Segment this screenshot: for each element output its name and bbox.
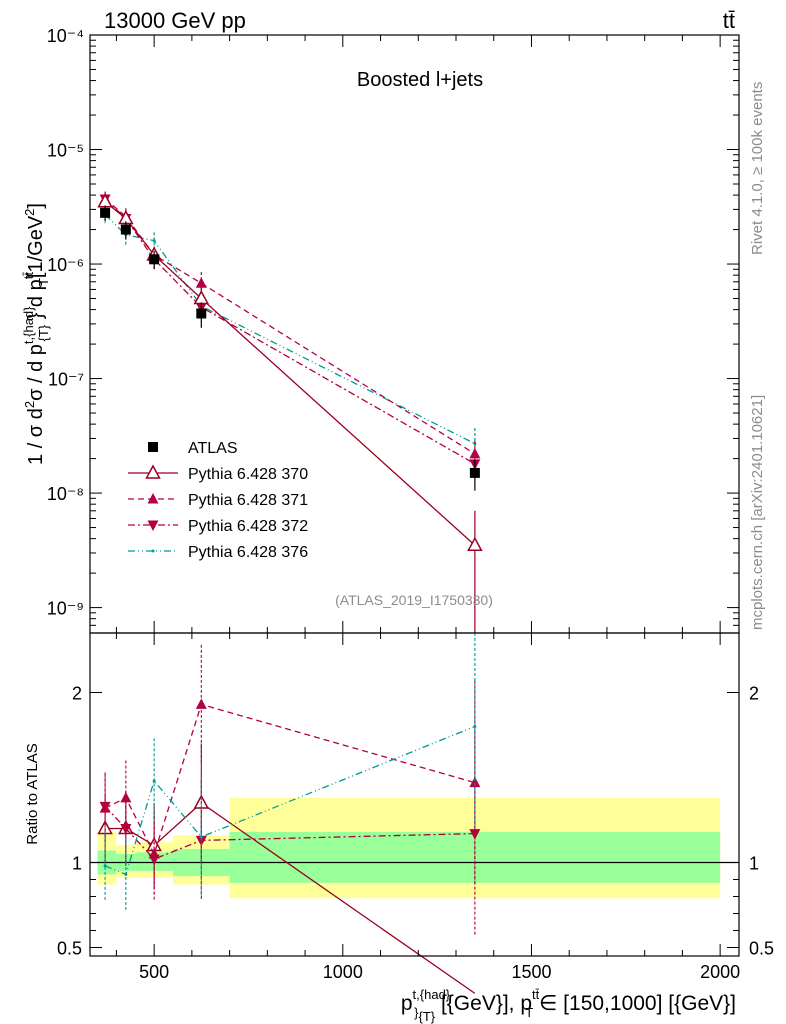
ratio-ytick-label-left: 1 (72, 854, 82, 874)
x-tick-label: 2000 (700, 962, 740, 982)
main-ytick-label: 10⁻⁹ (47, 599, 84, 619)
main-ytick-label: 10⁻⁷ (48, 370, 84, 390)
main-point-0-3 (196, 308, 207, 319)
x-tick-label: 500 (139, 962, 169, 982)
main-ytick-label: 10⁻⁵ (47, 141, 84, 161)
ratio-point-3-3 (199, 835, 203, 839)
main-point-0-2 (149, 254, 160, 265)
ratio-point-2-1 (120, 824, 132, 835)
legend-marker-2 (147, 493, 159, 504)
ratio-ytick-label-right: 1 (749, 854, 759, 874)
ratio-point-2-2 (148, 854, 160, 866)
mcplots-label: mcplots.cern.ch [arXiv:2401.10621] (749, 395, 766, 630)
main-point-1-0 (97, 193, 113, 208)
rivet-label: Rivet 4.1.0, ≥ 100k events (749, 82, 766, 255)
legend: ATLAS Pythia 6.428 370 Pythia 6.428 371 Pyt… (128, 440, 308, 561)
ratio-ytick-label-left: 2 (72, 684, 82, 704)
main-title: Boosted l+jets (357, 69, 483, 91)
main-point-0-0 (100, 207, 111, 218)
main-panel: 10⁻⁹10⁻⁸10⁻⁷10⁻⁶10⁻⁵10⁻⁴ Boosted l+jets … (21, 26, 740, 634)
main-series-line-3 (104, 198, 476, 465)
analysis-watermark: (ATLAS_2019_I1750330) (335, 592, 493, 608)
ratio-ytick-label-right: 2 (749, 684, 759, 704)
ratio-panel: 0.5 0.5 1 1 2 2 500 1000 1500 2000 Ratio to ATLAS… (24, 632, 774, 1024)
process-label: tt̄ (723, 8, 735, 33)
x-tick-label: 1000 (323, 962, 363, 982)
ratio-ytick-label-right: 0.5 (749, 939, 774, 959)
x-tick-label: 1500 (511, 962, 551, 982)
ratio-point-3-4 (473, 725, 477, 728)
ratio-point-2-4 (469, 829, 481, 840)
legend-label-2: Pythia 6.428 371 (188, 492, 308, 509)
main-point-1-3 (193, 289, 210, 305)
legend-marker-4 (151, 549, 155, 553)
ratio-series-line-3 (104, 725, 476, 876)
legend-label-1: Pythia 6.428 370 (188, 466, 308, 483)
main-point-1-4 (467, 536, 483, 552)
main-point-0-1 (120, 224, 131, 235)
main-ytick-label: 10⁻⁸ (47, 484, 84, 504)
ratio-frame (89, 632, 740, 957)
main-point-2-3 (195, 277, 207, 288)
legend-label-4: Pythia 6.428 376 (188, 544, 308, 561)
ratio-point-3-2 (152, 779, 156, 783)
ratio-y-axis-label: Ratio to ATLAS (24, 743, 41, 844)
ratio-point-2-0 (99, 801, 111, 813)
main-point-2-4 (469, 447, 481, 459)
ratio-point-1-3 (195, 698, 207, 709)
legend-label-3: Pythia 6.428 372 (188, 518, 308, 535)
main-point-0-4 (469, 467, 480, 478)
main-ytick-label: 10⁻⁶ (47, 255, 84, 275)
main-series-line-4 (104, 214, 476, 445)
ratio-point-3-0 (103, 864, 107, 868)
main-y-axis-label: 1 / σ d2σ / d pt,{had}{T} } d ptt̄T[1/Ge… (21, 203, 51, 465)
legend-marker-0 (148, 442, 158, 452)
x-axis-label: pt,{had}}{T} [{GeV}], ptt̄ T ∈ [150,1000]… (401, 987, 736, 1024)
main-ytick-label: 10⁻⁴ (47, 26, 84, 46)
ratio-point-2-3 (195, 835, 207, 847)
main-point-4-2 (152, 239, 156, 243)
legend-label-0: ATLAS (188, 440, 238, 457)
ratio-ytick-label-left: 0.5 (57, 939, 82, 959)
legend-marker-3 (147, 520, 159, 531)
legend-marker-1 (145, 464, 161, 479)
energy-label: 13000 GeV pp (104, 8, 246, 33)
ratio-point-3-1 (124, 872, 128, 876)
